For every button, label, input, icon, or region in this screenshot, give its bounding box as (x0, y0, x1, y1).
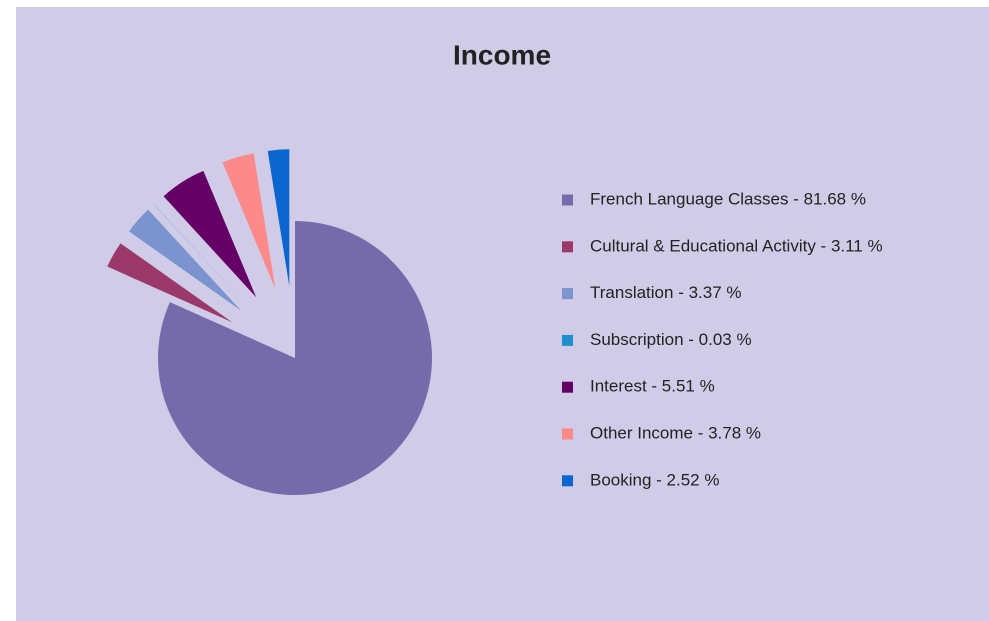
pie-slice (107, 243, 233, 323)
legend-marker (562, 381, 573, 393)
legend-label: Translation - 3.37 % (590, 283, 742, 302)
legend-marker (562, 241, 573, 253)
legend-label: Cultural & Educational Activity - 3.11 % (590, 236, 883, 255)
legend-marker (562, 428, 573, 440)
legend-label: Booking - 2.52 % (590, 470, 719, 489)
legend-marker (562, 194, 573, 206)
legend-marker (562, 475, 573, 487)
chart-panel (16, 7, 989, 621)
legend-marker (562, 288, 573, 300)
pie-slice (153, 203, 247, 305)
legend-label: Interest - 5.51 % (590, 377, 715, 396)
pie-slice (163, 170, 257, 298)
legend-label: Other Income - 3.78 % (590, 423, 761, 442)
pie-slice (157, 221, 432, 495)
pie-slice (129, 209, 241, 311)
pie-slice (267, 149, 290, 287)
legend-label: French Language Classes - 81.68 % (590, 189, 866, 208)
legend-marker (562, 334, 573, 346)
chart-title: Income (453, 39, 551, 70)
legend-label: Subscription - 0.03 % (590, 330, 752, 349)
pie-slice (222, 153, 276, 289)
